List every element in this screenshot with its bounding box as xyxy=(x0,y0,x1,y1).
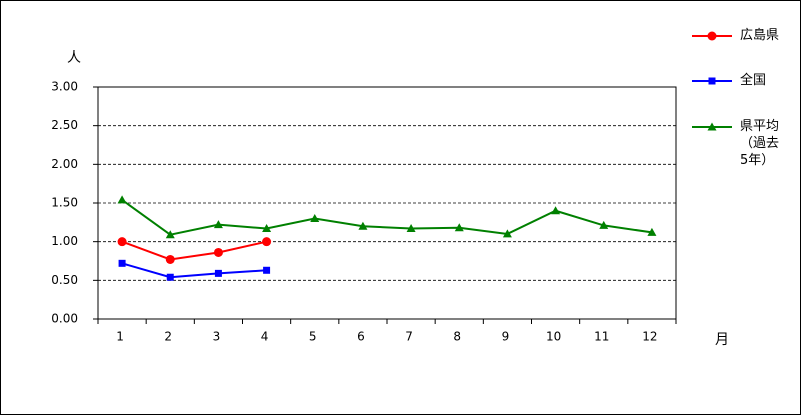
marker xyxy=(707,122,717,131)
x-tick-label: 4 xyxy=(261,330,269,344)
x-tick-label: 6 xyxy=(357,330,365,344)
marker xyxy=(213,247,223,257)
marker xyxy=(647,227,657,236)
legend-label: 県平均（過去5年） xyxy=(740,119,780,168)
legend-label: 広島県 xyxy=(740,28,780,43)
x-tick-label: 3 xyxy=(213,330,221,344)
marker xyxy=(406,224,416,233)
y-tick-label: 0.50 xyxy=(51,273,78,287)
x-tick-label: 7 xyxy=(405,330,413,344)
marker xyxy=(707,31,717,41)
marker xyxy=(454,223,464,232)
x-tick-label: 1 xyxy=(116,330,124,344)
x-tick-label: 2 xyxy=(164,330,172,344)
marker xyxy=(213,220,223,229)
marker xyxy=(165,230,175,239)
marker xyxy=(599,220,609,229)
marker xyxy=(117,237,127,247)
marker xyxy=(214,269,222,277)
y-tick-label: 0.00 xyxy=(51,312,78,326)
x-tick-label: 9 xyxy=(502,330,510,344)
series-line xyxy=(121,262,267,279)
marker xyxy=(502,229,512,238)
x-tick-label: 11 xyxy=(594,330,609,344)
legend-label: 全国 xyxy=(740,73,767,88)
series-line xyxy=(121,199,653,236)
series-line xyxy=(121,240,267,261)
y-axis-label: 人 xyxy=(67,50,81,66)
y-tick-label: 2.50 xyxy=(51,118,78,132)
x-tick-label: 8 xyxy=(453,330,461,344)
y-tick-label: 2.00 xyxy=(51,157,78,171)
marker xyxy=(118,259,126,267)
marker xyxy=(358,221,368,230)
marker xyxy=(551,206,561,215)
y-tick-label: 1.50 xyxy=(51,196,78,210)
marker xyxy=(166,273,174,281)
marker xyxy=(262,237,272,247)
x-tick-label: 12 xyxy=(642,330,657,344)
x-tick-label: 10 xyxy=(546,330,561,344)
marker xyxy=(310,213,320,222)
marker xyxy=(117,195,127,204)
y-tick-label: 3.00 xyxy=(51,80,78,94)
x-axis-label: 月 xyxy=(715,332,729,348)
y-tick-label: 1.00 xyxy=(51,234,78,248)
marker xyxy=(708,77,716,85)
marker xyxy=(165,254,175,264)
x-tick-label: 5 xyxy=(309,330,317,344)
marker xyxy=(262,224,272,233)
marker xyxy=(263,266,271,274)
